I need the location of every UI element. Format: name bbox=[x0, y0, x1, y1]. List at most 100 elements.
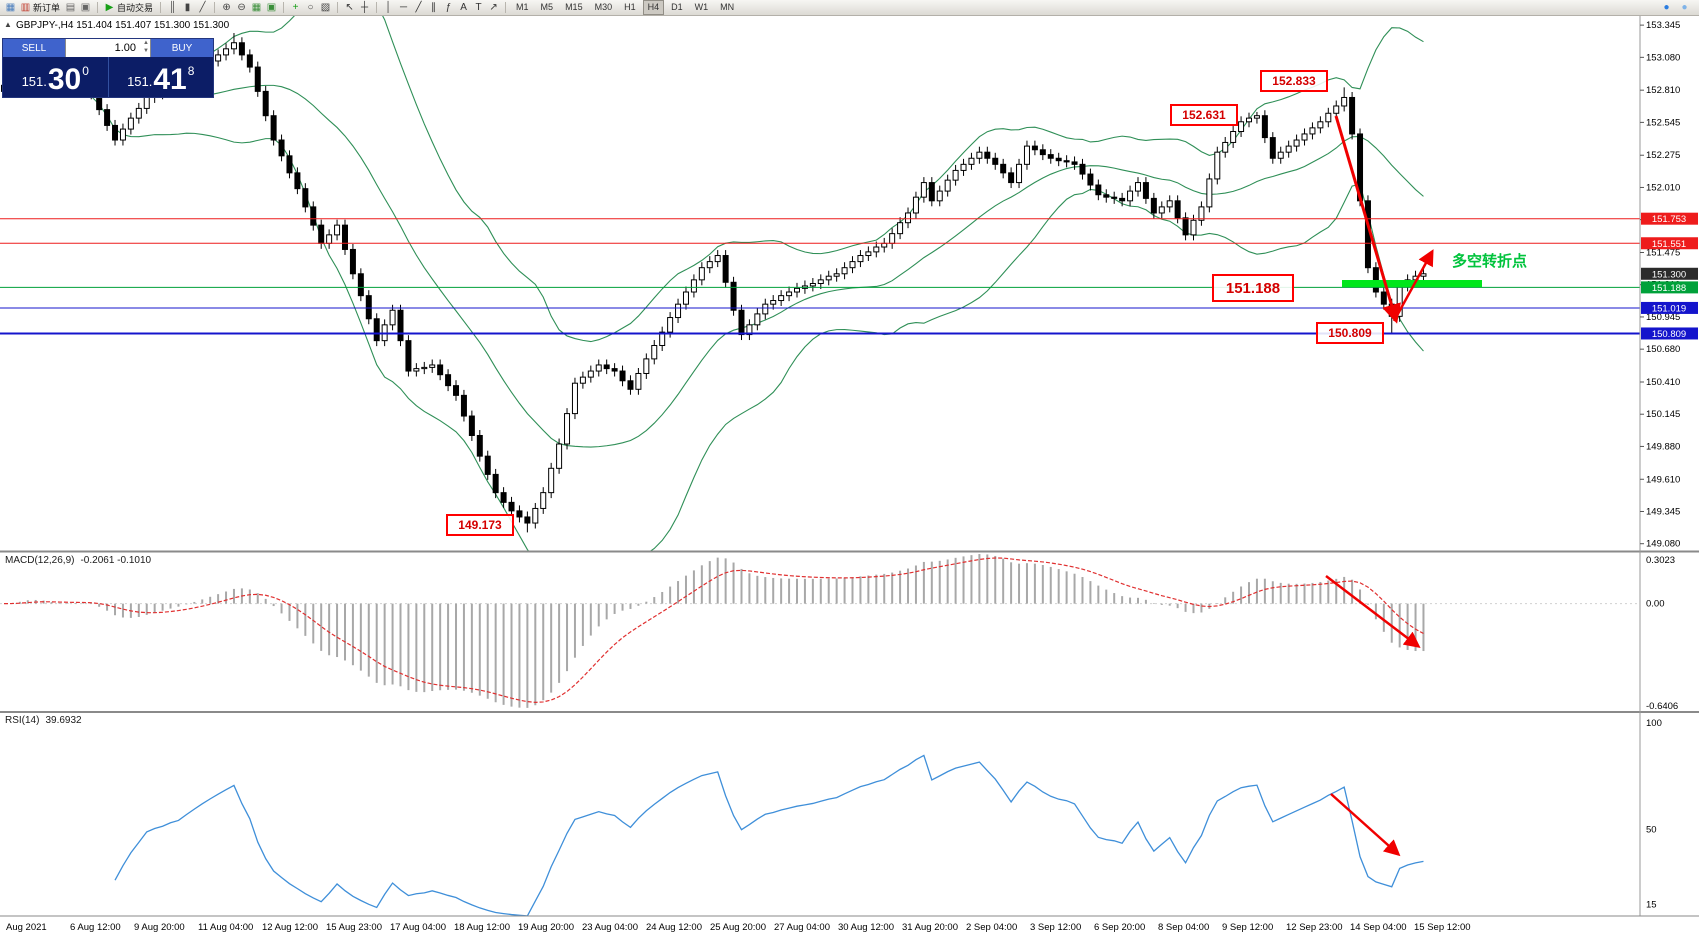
horizontal-line-icon[interactable]: ─ bbox=[399, 2, 408, 13]
svg-text:11 Aug 04:00: 11 Aug 04:00 bbox=[198, 922, 253, 933]
svg-text:8 Sep 04:00: 8 Sep 04:00 bbox=[1158, 922, 1209, 933]
autotrade-button-label[interactable]: 自动交易 bbox=[117, 3, 154, 13]
rsi-value: 39.6932 bbox=[45, 715, 82, 726]
new-chart-icon[interactable]: ▦ bbox=[5, 2, 16, 13]
toolbar-right-icons: ● ● bbox=[1659, 1, 1696, 14]
pivot-note[interactable]: 多空转折点 bbox=[1452, 253, 1528, 270]
svg-text:18 Aug 12:00: 18 Aug 12:00 bbox=[454, 922, 510, 933]
buy-button[interactable]: BUY bbox=[151, 39, 213, 57]
svg-text:151.551: 151.551 bbox=[1652, 239, 1686, 250]
symbol-ohlc: GBPJPY-,H4 151.404 151.407 151.300 151.3… bbox=[16, 20, 230, 31]
quote-divider bbox=[107, 57, 109, 97]
buy-price[interactable]: 151. 41 8 bbox=[109, 57, 214, 97]
chart-window[interactable]: 153.345 153.080 152.810 152.545 152.275 152.0… bbox=[0, 16, 1699, 938]
time-axis: Aug 2021 6 Aug 12:00 9 Aug 20:00 11 Aug 04:… bbox=[6, 922, 1471, 933]
sell-price-sup: 0 bbox=[82, 64, 89, 78]
svg-text:151.019: 151.019 bbox=[1652, 303, 1686, 314]
grid-icon[interactable]: ▦ bbox=[251, 2, 262, 13]
tf-button-m5[interactable]: M5 bbox=[540, 2, 554, 12]
price-tag: 150.809 bbox=[1641, 327, 1698, 340]
price-annotation[interactable]: 149.173 bbox=[446, 514, 514, 536]
cursor-icon[interactable]: ↖ bbox=[345, 2, 354, 13]
volume-value[interactable]: 1.00 bbox=[114, 42, 136, 54]
templates-icon[interactable]: ▧ bbox=[320, 2, 331, 13]
profiles-icon[interactable]: ▤ bbox=[65, 2, 76, 13]
volume-spinner[interactable]: ▲ ▼ bbox=[143, 39, 149, 55]
svg-text:152.010: 152.010 bbox=[1646, 182, 1680, 193]
tf-button-h4[interactable]: H4 bbox=[642, 0, 665, 15]
svg-text:100: 100 bbox=[1646, 718, 1662, 729]
crosshair-icon[interactable]: ┼ bbox=[360, 2, 369, 13]
tf-button-m30[interactable]: M30 bbox=[594, 2, 613, 12]
one-click-trading-panel[interactable]: SELL 1.00 ▲ ▼ BUY 151. 30 0 151. 41 8 bbox=[2, 38, 214, 98]
sell-button[interactable]: SELL bbox=[3, 39, 65, 57]
tf-button-m1[interactable]: M1 bbox=[516, 2, 529, 12]
arrows-icon[interactable]: ↗ bbox=[489, 2, 498, 13]
candlestick-icon[interactable]: ▮ bbox=[184, 2, 191, 13]
svg-text:3 Sep 12:00: 3 Sep 12:00 bbox=[1030, 922, 1081, 933]
autotrade-button[interactable]: ▶ bbox=[105, 2, 114, 13]
community-icon[interactable]: ● bbox=[1663, 2, 1670, 13]
svg-text:149.610: 149.610 bbox=[1646, 474, 1680, 485]
price-tag: 151.019 bbox=[1641, 301, 1698, 314]
svg-text:15: 15 bbox=[1646, 899, 1657, 910]
new-order-button[interactable]: ▥ bbox=[20, 2, 31, 13]
sell-price[interactable]: 151. 30 0 bbox=[3, 57, 108, 97]
svg-text:14 Sep 04:00: 14 Sep 04:00 bbox=[1350, 922, 1407, 933]
bar-chart-icon[interactable]: ║ bbox=[168, 2, 177, 13]
trend-arrow[interactable] bbox=[1330, 793, 1401, 857]
highlight-bar[interactable] bbox=[1342, 280, 1482, 287]
macd-values: -0.2061 -0.1010 bbox=[80, 555, 152, 566]
spinner-down-icon[interactable]: ▼ bbox=[143, 48, 149, 54]
price-annotation[interactable]: 150.809 bbox=[1316, 322, 1384, 344]
periods-icon[interactable]: ○ bbox=[307, 2, 314, 13]
svg-text:17 Aug 04:00: 17 Aug 04:00 bbox=[390, 922, 446, 933]
trendline-icon[interactable]: ╱ bbox=[415, 2, 422, 13]
macd-pane-label: MACD(12,26,9) -0.2061 -0.1010 bbox=[5, 555, 151, 566]
trend-arrow[interactable] bbox=[1334, 115, 1401, 324]
svg-text:19 Aug 20:00: 19 Aug 20:00 bbox=[518, 922, 574, 933]
tf-button-m15[interactable]: M15 bbox=[565, 2, 583, 12]
price-annotation[interactable]: 152.631 bbox=[1170, 104, 1238, 126]
rsi-name: RSI(14) bbox=[5, 715, 40, 726]
tf-button-w1[interactable]: W1 bbox=[694, 2, 709, 12]
fibonacci-icon[interactable]: ƒ bbox=[445, 2, 452, 13]
vertical-line-icon[interactable]: │ bbox=[385, 2, 392, 13]
channel-icon[interactable]: ∥ bbox=[431, 2, 437, 13]
trend-arrow[interactable] bbox=[1392, 249, 1434, 322]
level-lines bbox=[0, 218, 1640, 335]
label-icon[interactable]: T bbox=[475, 2, 482, 13]
zoom-in-icon[interactable]: ⊕ bbox=[222, 2, 231, 13]
text-icon[interactable]: A bbox=[460, 2, 467, 13]
macd-name: MACD(12,26,9) bbox=[5, 555, 75, 566]
chart-window-icon[interactable]: ▣ bbox=[80, 2, 91, 13]
buy-price-big: 41 bbox=[153, 63, 187, 96]
tf-button-mn[interactable]: MN bbox=[720, 2, 735, 12]
trend-arrow[interactable] bbox=[1325, 575, 1421, 648]
zoom-out-icon[interactable]: ⊖ bbox=[237, 2, 246, 13]
price-annotation[interactable]: 152.833 bbox=[1260, 70, 1328, 92]
svg-text:25 Aug 20:00: 25 Aug 20:00 bbox=[710, 922, 766, 933]
timeframe-buttons: M1 M5 M15 M30 H1 H4 D1 W1 MN bbox=[510, 0, 740, 15]
svg-text:9 Sep 12:00: 9 Sep 12:00 bbox=[1222, 922, 1273, 933]
svg-text:152.545: 152.545 bbox=[1646, 117, 1680, 128]
rsi-line bbox=[114, 754, 1424, 916]
svg-text:153.345: 153.345 bbox=[1646, 20, 1680, 31]
svg-text:150.410: 150.410 bbox=[1646, 377, 1680, 388]
notification-icon[interactable]: ● bbox=[1681, 2, 1688, 13]
one-click-collapse-icon[interactable]: ▲ bbox=[4, 20, 12, 29]
volume-input[interactable]: 1.00 ▲ ▼ bbox=[65, 39, 151, 57]
svg-text:Aug 2021: Aug 2021 bbox=[6, 922, 47, 933]
indicators-icon[interactable]: + bbox=[292, 2, 299, 13]
line-chart-icon[interactable]: ╱ bbox=[199, 2, 206, 13]
tf-button-d1[interactable]: D1 bbox=[671, 2, 683, 12]
spinner-up-icon[interactable]: ▲ bbox=[143, 40, 149, 46]
svg-text:12 Aug 12:00: 12 Aug 12:00 bbox=[262, 922, 318, 933]
svg-text:23 Aug 04:00: 23 Aug 04:00 bbox=[582, 922, 638, 933]
price-annotation[interactable]: 151.188 bbox=[1212, 274, 1294, 302]
tf-button-h1[interactable]: H1 bbox=[624, 2, 636, 12]
chart-canvas[interactable]: 153.345 153.080 152.810 152.545 152.275 152.0… bbox=[0, 16, 1699, 938]
svg-text:15 Aug 23:00: 15 Aug 23:00 bbox=[326, 922, 382, 933]
new-order-button-label[interactable]: 新订单 bbox=[33, 3, 61, 13]
tile-windows-icon[interactable]: ▣ bbox=[266, 2, 277, 13]
